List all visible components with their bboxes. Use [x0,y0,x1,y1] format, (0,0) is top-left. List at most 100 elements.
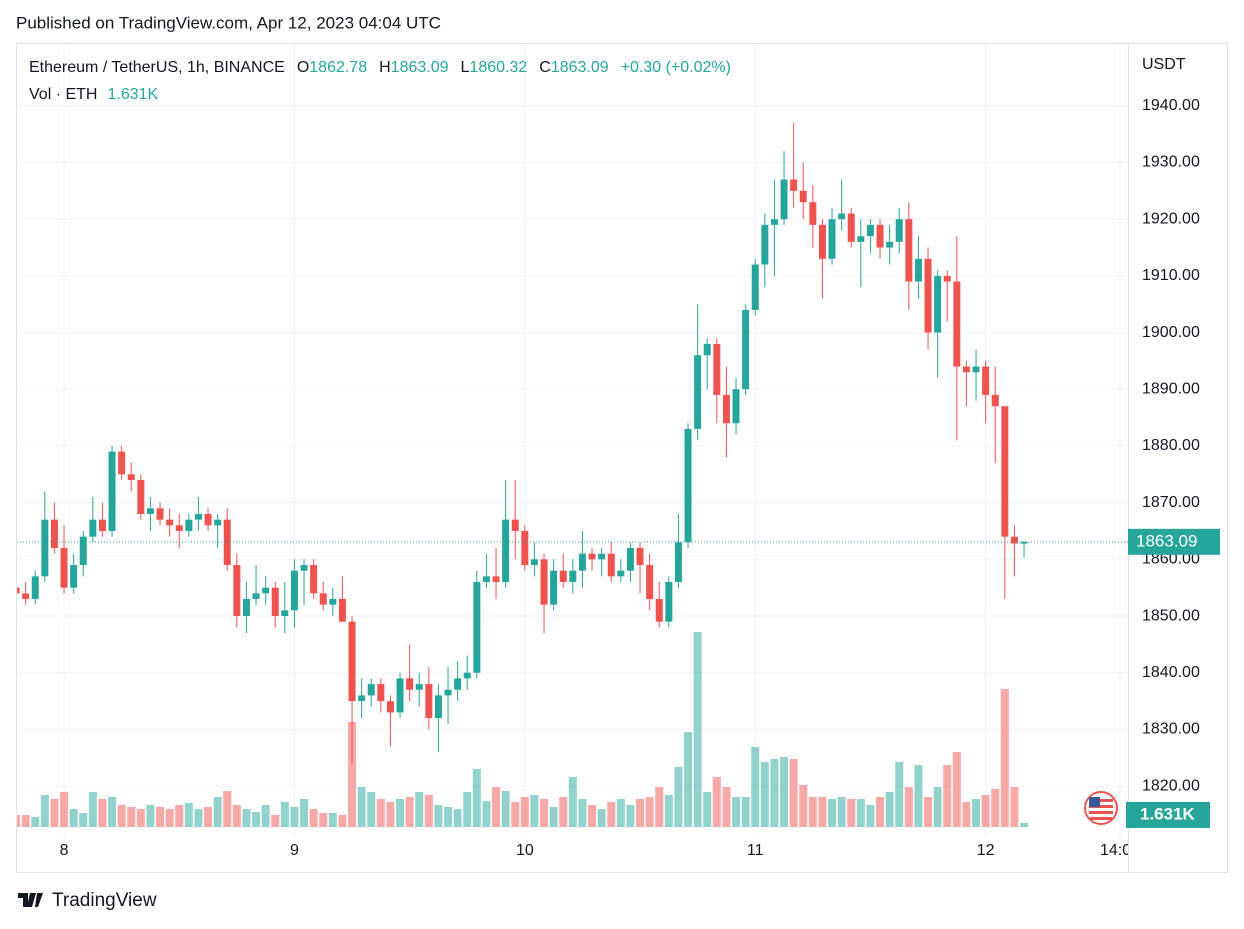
candle-body [809,202,817,225]
candle-body [434,695,442,719]
volume-bar [108,797,117,827]
volume-bar [760,762,769,827]
candle-body [22,593,30,600]
x-tick-label: 9 [290,842,299,859]
volume-bar [885,792,894,827]
volume-bar [511,802,520,827]
candle-body [818,224,826,259]
volume-bar [79,813,88,827]
volume-box [1126,802,1210,828]
candle-body [98,519,106,531]
y-tick-label: 1890.00 [1142,380,1200,397]
volume-bar [895,762,904,827]
candle-body [175,525,183,531]
axes: 1820.001830.001840.001850.001860.001870.… [60,97,1220,859]
x-tick-label: 11 [747,842,764,859]
volume-bar [319,813,328,827]
candle-body [281,610,289,617]
candle-body [233,565,241,617]
volume-bar [549,807,558,827]
high-value: 1863.09 [391,59,449,76]
candle-body [646,565,654,600]
candle-body [386,701,394,713]
candle-body [511,519,519,531]
candle-body [540,559,548,605]
volume-bar [952,752,961,827]
open-value: 1862.78 [309,59,367,76]
x-tick-label: 14:00 [1100,842,1140,859]
candle-body [156,508,164,520]
volume-bar [808,797,817,827]
volume-bar [837,797,846,827]
y-tick-label: 1920.00 [1142,210,1200,227]
candle-body [358,695,366,702]
volume-bar [972,799,981,827]
candle-body [338,599,346,622]
volume-bar [434,805,443,827]
volume-bar [856,799,865,827]
candle-body [636,548,644,566]
candle-body [559,570,567,583]
volume-bar [405,797,414,827]
volume-bar [156,807,165,827]
ohlc-letter: L [461,59,470,76]
candle-body [838,213,846,220]
volume-legend: Vol · ETH 1.631K [29,86,159,103]
volume-bar [847,799,856,827]
candle-body [895,219,903,242]
volume-bar [50,799,59,827]
candle-body [962,366,970,373]
volume-bar [204,807,213,827]
y-tick-label: 1940.00 [1142,97,1200,114]
volume-bar [991,789,1000,827]
volume-bar [520,797,529,827]
close-value: 1863.09 [551,59,609,76]
volume-bar [597,809,606,827]
volume-bar [664,795,673,827]
volume-bar [674,767,683,827]
low-value: 1860.32 [469,59,527,76]
x-tick-label: 10 [516,842,534,859]
candle-body [50,519,58,548]
last-price-box [1128,528,1220,555]
grid [17,44,1128,836]
candle-body [521,530,529,566]
candle-body [972,366,980,373]
candle-body [492,576,500,583]
candle-body [530,559,538,566]
candle-body [569,570,577,583]
ohlc-letter: H [379,59,391,76]
candle-body [770,219,778,225]
volume-value: 1.631K [107,86,158,103]
candle-body [847,213,855,242]
candle-body [742,309,750,390]
candle-body [482,576,490,583]
volume-bar [962,802,971,827]
volume-bar [1000,689,1009,827]
candles [17,122,1128,764]
candle-body [588,553,596,560]
candle-body [722,394,730,424]
symbol-title: Ethereum / TetherUS, 1h, BINANCE O1862.78… [29,59,731,76]
volume-bar [780,757,789,827]
candle-body [137,479,145,514]
symbol: Ethereum / TetherUS, 1h, BINANCE [29,59,285,76]
y-tick-label: 1930.00 [1142,154,1200,171]
candle-body [598,553,606,560]
candle-body [204,513,212,526]
candle-body [914,258,922,282]
volume-bar [828,799,837,827]
candle-body [578,553,586,571]
candle-body [41,519,49,577]
volume-bar [578,799,587,827]
volume-bar [684,732,693,827]
volume-bar [943,765,952,827]
change: +0.30 (+0.02%) [621,59,731,76]
ohlc-letter: C [539,59,551,76]
volume-bar [117,805,126,827]
candle-body [194,513,202,520]
candle-body [780,179,788,220]
candle-body [761,224,769,265]
candle-body [732,389,740,424]
